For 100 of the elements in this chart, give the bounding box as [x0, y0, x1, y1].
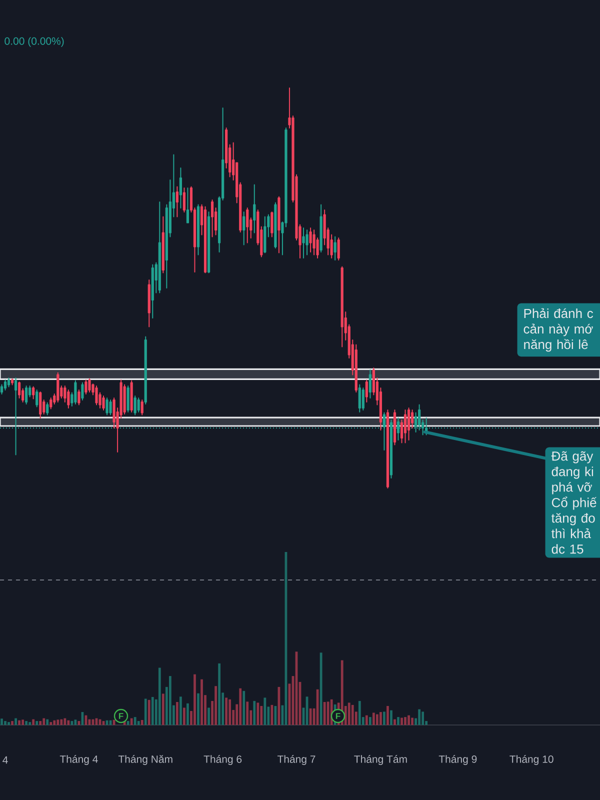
- bar: [408, 715, 410, 726]
- x-tick-label: Tháng 6: [204, 755, 242, 765]
- candlestick: [334, 236, 336, 260]
- candlestick: [4, 379, 7, 390]
- candlestick: [109, 399, 112, 416]
- bar: [183, 708, 186, 726]
- bar: [358, 700, 361, 726]
- bar: [260, 706, 263, 726]
- bar: [400, 718, 403, 726]
- bar: [200, 679, 203, 726]
- bar: [194, 674, 196, 726]
- candlestick: [39, 391, 42, 418]
- x-tick-label: Tháng 10: [510, 755, 554, 765]
- candlestick: [50, 397, 52, 410]
- bar: [70, 721, 74, 726]
- bar: [22, 720, 24, 726]
- candlestick: [362, 387, 364, 410]
- candlestick: [176, 186, 179, 218]
- bar: [323, 702, 326, 726]
- bar: [134, 717, 136, 726]
- bar: [351, 704, 354, 726]
- bar: [372, 712, 375, 726]
- bar: [186, 703, 189, 726]
- candlestick: [32, 386, 35, 400]
- bar: [42, 718, 46, 726]
- candlestick: [134, 395, 136, 416]
- bar: [46, 719, 49, 726]
- bar: [32, 719, 35, 726]
- candlestick: [7, 377, 10, 388]
- candlestick: [340, 266, 344, 348]
- candlestick: [106, 397, 108, 416]
- candlestick: [36, 390, 38, 408]
- candlestick: [158, 201, 161, 294]
- candlestick: [278, 196, 280, 254]
- annotation: F: [118, 713, 124, 719]
- candlestick: [196, 204, 200, 256]
- candlestick: [246, 207, 249, 244]
- bar: [383, 712, 386, 726]
- bar: [67, 720, 70, 726]
- bar: [126, 721, 130, 726]
- candlestick: [88, 378, 91, 392]
- annotation: Phải đánh c cản này mớ năng hồi lê: [524, 308, 594, 352]
- candlestick: [407, 407, 410, 440]
- x-tick-label: Tháng Tám: [354, 755, 407, 765]
- bar: [256, 702, 260, 726]
- bar: [74, 720, 77, 726]
- candlestick: [320, 204, 322, 252]
- bar: [39, 721, 42, 726]
- bar: [162, 694, 164, 726]
- bar: [418, 709, 420, 726]
- x-tick-label: 4: [2, 756, 8, 764]
- bar: [380, 712, 382, 726]
- bar: [53, 720, 56, 726]
- candlestick: [140, 399, 144, 416]
- bar: [14, 718, 17, 726]
- candlestick: [386, 409, 390, 488]
- candlestick: [162, 216, 164, 274]
- bar: [326, 702, 330, 726]
- candlestick: [102, 395, 105, 410]
- bar: [18, 720, 20, 726]
- bar: [144, 698, 147, 726]
- candlestick: [56, 372, 60, 402]
- candlestick: [365, 379, 368, 402]
- candlestick: [144, 336, 147, 404]
- bar: [60, 719, 63, 726]
- bar: [411, 718, 414, 726]
- candlestick: [302, 227, 305, 258]
- candlestick: [207, 211, 210, 274]
- bar: [365, 715, 368, 726]
- candlestick: [312, 229, 316, 256]
- bar: [36, 721, 38, 726]
- bar: [214, 686, 217, 726]
- text: 0.00 (0.00%): [4, 37, 64, 47]
- x-tick-label: Tháng 9: [438, 755, 477, 765]
- candlestick: [67, 390, 70, 408]
- candlestick: [264, 216, 266, 254]
- candlestick: [368, 369, 372, 398]
- bar: [151, 696, 154, 726]
- candlestick: [242, 211, 246, 246]
- bar: [168, 676, 172, 726]
- bar: [390, 710, 392, 726]
- candlestick: [309, 227, 312, 252]
- annotation: Đã gãy đang ki phá vỡ Cổ phiế tăng đo thì khả dc 15: [551, 451, 597, 554]
- candlestick: [126, 385, 130, 412]
- x-tick-label: Tháng Năm: [118, 755, 172, 765]
- candlestick: [306, 229, 308, 256]
- candlestick: [210, 199, 214, 238]
- candlestick: [270, 211, 274, 238]
- candlestick: [130, 380, 133, 412]
- x-tick-label: Tháng 4: [60, 755, 98, 765]
- annotation: F: [336, 713, 340, 719]
- bar: [394, 719, 396, 726]
- candlestick: [337, 237, 340, 260]
- bar: [148, 700, 150, 726]
- candlestick: [148, 279, 150, 328]
- bar: [246, 702, 249, 726]
- candlestick: [179, 167, 182, 208]
- bar: [140, 720, 144, 726]
- bar: [8, 722, 10, 726]
- bar: [218, 663, 220, 726]
